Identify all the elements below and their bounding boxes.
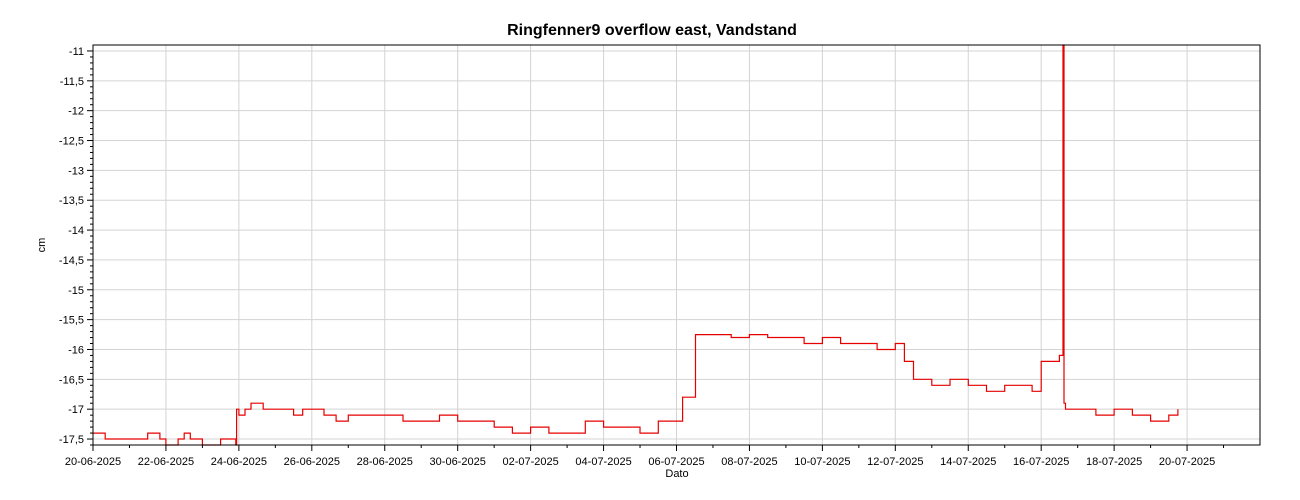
y-tick-label: -11,5: [60, 76, 84, 88]
y-tick-label: -15: [68, 285, 84, 297]
x-tick-label: 20-06-2025: [65, 456, 121, 468]
x-tick-label: 24-06-2025: [211, 456, 267, 468]
y-tick-label: -17,5: [59, 434, 84, 446]
y-axis-label: cm: [36, 238, 48, 253]
x-tick-label: 28-06-2025: [357, 456, 413, 468]
y-tick-label: -12,5: [59, 136, 84, 148]
x-axis: 20-06-2025 22-06-2025 24-06-2025 26-06-2025…: [65, 445, 1225, 468]
x-tick-label: 06-07-2025: [648, 456, 704, 468]
x-tick-label: 30-06-2025: [430, 456, 486, 468]
y-tick-label: -16,5: [59, 374, 84, 386]
grid: [92, 45, 1260, 445]
y-tick-label: -13: [68, 165, 84, 177]
x-axis-label: Dato: [665, 468, 688, 480]
x-tick-label: 16-07-2025: [1013, 456, 1069, 468]
y-tick-label: -12: [68, 106, 84, 118]
y-tick-label: -16: [68, 344, 84, 356]
y-tick-label: -13,5: [59, 195, 84, 207]
series-line: [93, 44, 1179, 446]
x-tick-label: 26-06-2025: [284, 456, 340, 468]
x-tick-label: 12-07-2025: [867, 456, 923, 468]
y-tick-label: -14,5: [59, 255, 84, 267]
x-tick-label: 18-07-2025: [1086, 456, 1142, 468]
chart-title: Ringfenner9 overflow east, Vandstand: [507, 22, 797, 39]
series-layer: [93, 44, 1179, 446]
x-tick-label: 14-07-2025: [940, 456, 996, 468]
x-tick-label: 08-07-2025: [721, 456, 777, 468]
x-tick-label: 04-07-2025: [575, 456, 631, 468]
x-tick-label: 02-07-2025: [502, 456, 558, 468]
y-tick-label: -14: [68, 225, 84, 237]
x-tick-label: 10-07-2025: [794, 456, 850, 468]
x-tick-label: 20-07-2025: [1159, 456, 1215, 468]
y-tick-label: -15,5: [59, 315, 84, 327]
x-tick-label: 22-06-2025: [138, 456, 194, 468]
y-axis: -11 -11,5 -12 -12,5 -13 -13,5 -14 -14,5 -15 -15,5…: [59, 46, 93, 446]
y-tick-label: -17: [68, 404, 84, 416]
y-tick-label: -11: [69, 46, 84, 58]
